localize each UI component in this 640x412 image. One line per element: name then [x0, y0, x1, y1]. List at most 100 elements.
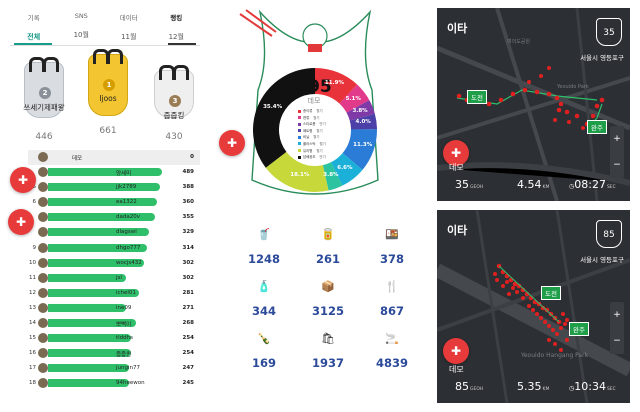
rank-row[interactable]: 17 jungin77 247	[28, 361, 200, 376]
add-friend-button[interactable]: ✚	[10, 167, 36, 193]
score-bar	[48, 379, 129, 388]
stat-value: 10:34	[574, 380, 606, 393]
rank-number: 6	[32, 199, 37, 206]
tab-indicator	[14, 43, 52, 45]
add-friend-button[interactable]: ✚	[8, 209, 34, 235]
avatar	[38, 272, 48, 283]
route-end-label: 완주	[569, 322, 589, 336]
zoom-in-button[interactable]: +	[613, 134, 621, 144]
route-start-label: 도전	[541, 286, 561, 300]
item-counter: 🍱 378	[362, 228, 422, 266]
counter-value: 1937	[311, 356, 344, 370]
tab-divider	[10, 45, 200, 46]
route-map-1[interactable]: 여의도공원 Yeouido Park 이타 35 서울시 영등포구 도전 완주 …	[437, 8, 630, 201]
donut-segment	[346, 100, 375, 121]
rank-row[interactable]: 12 ichel01 281	[28, 286, 200, 301]
legend-item: 스티로폼 반기	[298, 121, 344, 128]
legend-note: 월기	[313, 135, 320, 140]
rank-row[interactable]: dlagswl 329	[28, 225, 200, 240]
rank-username: dada20v	[116, 214, 140, 221]
my-rank-row[interactable]: 데모 0	[28, 150, 200, 166]
rank-row[interactable]: dada20v 355	[28, 210, 200, 225]
route-end-label: 완주	[587, 120, 607, 134]
rank-username: jjk2789	[116, 184, 137, 191]
rank-value: 314	[182, 244, 194, 251]
zoom-out-button[interactable]: −	[613, 160, 621, 170]
segment-percent-label: 4.0%	[355, 119, 371, 126]
add-friend-button[interactable]: ✚	[443, 338, 469, 364]
rank-value: 489	[182, 169, 194, 176]
item-counter: 🚬 4839	[362, 332, 422, 370]
legend-item: 종이류 월기	[298, 108, 344, 115]
legend-swatch	[298, 142, 301, 146]
counter-value: 344	[251, 304, 276, 318]
rank-number: 10	[29, 259, 36, 266]
add-user-icon: ✚	[226, 136, 238, 150]
legend-label: 담배꽁초	[303, 155, 316, 160]
tab-ranking[interactable]: 랭킹 12월	[153, 12, 201, 42]
rank-value: 281	[182, 289, 194, 296]
rank-row[interactable]: 14 뽀뻑이 268	[28, 316, 200, 331]
rank-row[interactable]: 6 ea1322 360	[28, 195, 200, 210]
tab-record[interactable]: 기록 전체	[10, 12, 58, 42]
zoom-in-button[interactable]: +	[613, 310, 621, 320]
counter-value: 1248	[247, 252, 280, 266]
rank-row[interactable]: 15 tlddhs 254	[28, 331, 200, 346]
add-friend-button[interactable]: ✚	[443, 140, 469, 166]
rank-value: 271	[182, 304, 194, 311]
place-label: 여의도공원	[507, 39, 531, 45]
podium-third[interactable]: 3 줍줍킹 430	[148, 65, 200, 142]
rank-row[interactable]: 5 jjk2789 388	[28, 180, 200, 195]
legend-swatch	[298, 149, 301, 153]
score-bar	[48, 183, 160, 192]
rank-row[interactable]: 11 jsl 302	[28, 271, 200, 286]
rank-value: 245	[182, 380, 194, 387]
legend-swatch	[298, 116, 301, 120]
add-user-icon: ✚	[450, 344, 462, 358]
legend-note: 월기	[316, 109, 323, 113]
zoom-control[interactable]: + −	[610, 126, 624, 178]
zoom-out-button[interactable]: −	[613, 336, 621, 346]
rank-row[interactable]: 18 94heewon 245	[28, 376, 200, 391]
donut-segment	[322, 162, 343, 191]
rank-username: jsl	[116, 274, 122, 281]
app-logo: 이타	[447, 22, 468, 35]
rank-value: 268	[182, 320, 194, 327]
segment-percent-label: 18.1%	[290, 172, 310, 179]
add-user-icon: ✚	[450, 146, 462, 160]
legend-label: 플라스틱	[303, 141, 316, 146]
rank-row[interactable]: 9 dhgo777 314	[28, 241, 200, 256]
tab-data[interactable]: 데이터 11월	[105, 12, 153, 42]
rank-row[interactable]: 10 wocjs432 302	[28, 256, 200, 271]
zoom-control[interactable]: + −	[610, 302, 624, 354]
podium-first[interactable]: 1 Ijoos 661	[82, 49, 134, 136]
item-counter: 🛍 1937	[298, 332, 358, 370]
segment-percent-label: 5.1%	[345, 95, 361, 102]
avatar	[38, 227, 48, 238]
rank-number: 16	[29, 350, 36, 357]
rank-username: jungin77	[116, 365, 141, 372]
legend-swatch	[298, 122, 301, 126]
total-label: 데모	[307, 97, 321, 105]
pickup-count-stat: 85GEOH	[455, 380, 483, 393]
rank-row[interactable]: 양세미 489	[28, 165, 200, 180]
plastic-bag-icon: 🛍	[321, 332, 335, 345]
score-bar	[48, 243, 147, 252]
rank-value: 254	[182, 350, 194, 357]
add-friend-button[interactable]: ✚	[219, 130, 245, 156]
add-user-icon: ✚	[17, 173, 29, 187]
rank-value: 302	[182, 259, 194, 266]
avatar	[38, 287, 48, 298]
podium-second[interactable]: 2 쓰세기제패왕 446	[18, 57, 70, 142]
tab-sns[interactable]: SNS 10월	[58, 12, 106, 42]
rank-row[interactable]: 16 줍줍퀸 254	[28, 346, 200, 361]
route-map-2[interactable]: Yeouido Hangang Park 이타 85 서울시 영등포구 도전 완…	[437, 210, 630, 403]
rank-row[interactable]: 13 ine09 271	[28, 301, 200, 316]
item-counter: 🍾 169	[234, 332, 294, 370]
score-bar	[48, 319, 136, 328]
score-bar	[48, 213, 155, 222]
rank-number: 18	[29, 380, 36, 387]
add-user-icon: ✚	[15, 215, 27, 229]
cup-icon: 🥤	[257, 228, 271, 241]
counter-value: 3125	[311, 304, 344, 318]
